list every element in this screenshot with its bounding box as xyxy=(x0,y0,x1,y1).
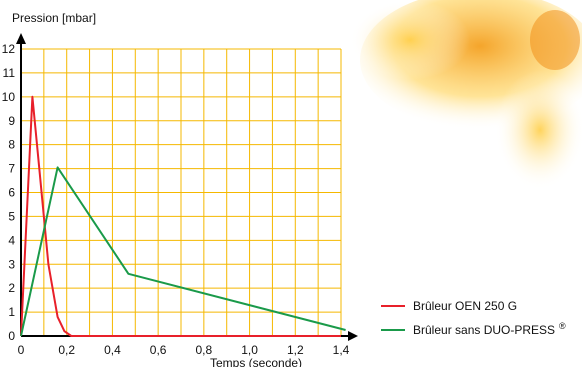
y-tick-label: 3 xyxy=(8,257,15,271)
x-tick-label: 0,4 xyxy=(104,343,121,357)
y-axis-arrow xyxy=(16,33,26,44)
y-tick-label: 5 xyxy=(8,209,15,223)
y-tick-label: 11 xyxy=(3,66,16,80)
background-photo-fragment xyxy=(350,0,582,190)
y-tick-label: 1 xyxy=(8,305,15,319)
x-tick-label: 0,6 xyxy=(150,343,167,357)
y-tick-label: 12 xyxy=(2,42,16,56)
y-tick-label: 9 xyxy=(8,114,15,128)
y-tick-label: 0 xyxy=(8,329,15,343)
grid xyxy=(21,48,342,336)
x-axis-arrow xyxy=(348,331,358,341)
legend: Brûleur OEN 250 G Brûleur sans DUO-PRESS… xyxy=(381,299,566,337)
y-tick-label: 10 xyxy=(2,90,16,104)
series-line-duo-press xyxy=(20,166,346,337)
legend-label-duo-text: Brûleur sans DUO-PRESS xyxy=(413,323,555,337)
axes xyxy=(16,33,358,341)
x-axis-title: Temps (seconde) xyxy=(210,356,302,367)
series xyxy=(20,95,346,337)
y-tick-label: 4 xyxy=(8,233,15,247)
legend-label-duo: Brûleur sans DUO-PRESS ® xyxy=(413,321,566,337)
y-tick-label: 7 xyxy=(8,162,15,176)
x-tick-label: 0,8 xyxy=(196,343,213,357)
y-tick-label: 2 xyxy=(8,281,15,295)
x-tick-label: 0,2 xyxy=(58,343,75,357)
x-tick-label: 1,0 xyxy=(241,343,258,357)
y-tick-label: 8 xyxy=(8,138,15,152)
x-tick-label: 1,2 xyxy=(287,343,304,357)
x-tick-label: 0 xyxy=(18,343,25,357)
legend-label-oen: Brûleur OEN 250 G xyxy=(413,299,517,313)
legend-label-duo-sup: ® xyxy=(559,321,566,331)
series-line-oen-250g xyxy=(20,95,341,337)
x-tick-label: 1,4 xyxy=(333,343,350,357)
y-axis-title: Pression [mbar] xyxy=(12,11,96,25)
y-tick-label: 6 xyxy=(8,186,15,200)
